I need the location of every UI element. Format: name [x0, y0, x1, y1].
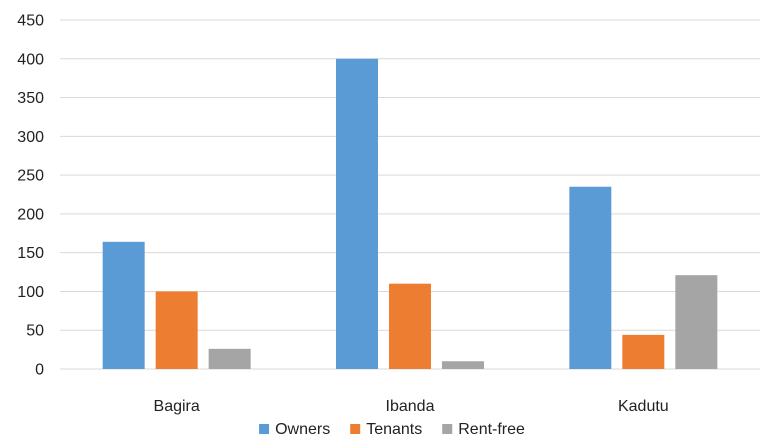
y-axis-tick-labels: 0 50 100 150 200 250 300 350 400 450: [17, 13, 44, 379]
y-tick-label: 150: [17, 245, 44, 262]
bar-owners-bagira: [102, 241, 145, 369]
x-category-label: Bagira: [154, 398, 200, 415]
legend-item: Tenants: [350, 421, 422, 438]
y-tick-label: 250: [17, 168, 44, 185]
bar-tenants-bagira: [155, 291, 198, 369]
y-tick-label: 0: [35, 362, 44, 379]
y-tick-label: 100: [17, 284, 44, 301]
x-axis-category-labels: Bagira Ibanda Kadutu: [154, 398, 669, 415]
legend-label: Owners: [275, 421, 330, 438]
legend-swatch: [259, 424, 270, 434]
legend-swatch: [442, 424, 453, 434]
y-tick-label: 300: [17, 129, 44, 146]
legend: Owners Tenants Rent-free: [259, 421, 525, 438]
bar-tenants-ibanda: [389, 283, 431, 369]
y-tick-label: 350: [17, 90, 44, 107]
y-tick-label: 50: [26, 323, 44, 340]
x-category-label: Kadutu: [618, 398, 669, 415]
y-tick-label: 200: [17, 206, 44, 223]
legend-label: Tenants: [366, 421, 422, 438]
bar-owners-ibanda: [336, 58, 378, 370]
y-tick-label: 400: [17, 51, 44, 68]
legend-label: Rent-free: [458, 421, 525, 438]
legend-swatch: [350, 424, 361, 434]
legend-item: Rent-free: [442, 421, 525, 438]
bar-rent-free-ibanda: [442, 361, 484, 369]
y-tick-label: 450: [17, 13, 44, 30]
bar-rent-free-bagira: [208, 348, 251, 369]
bars: [102, 58, 718, 370]
x-category-label: Ibanda: [386, 398, 435, 415]
legend-item: Owners: [259, 421, 330, 438]
bar-tenants-kadutu: [622, 334, 665, 369]
bar-owners-kadutu: [569, 186, 612, 369]
bar-rent-free-kadutu: [675, 275, 718, 369]
